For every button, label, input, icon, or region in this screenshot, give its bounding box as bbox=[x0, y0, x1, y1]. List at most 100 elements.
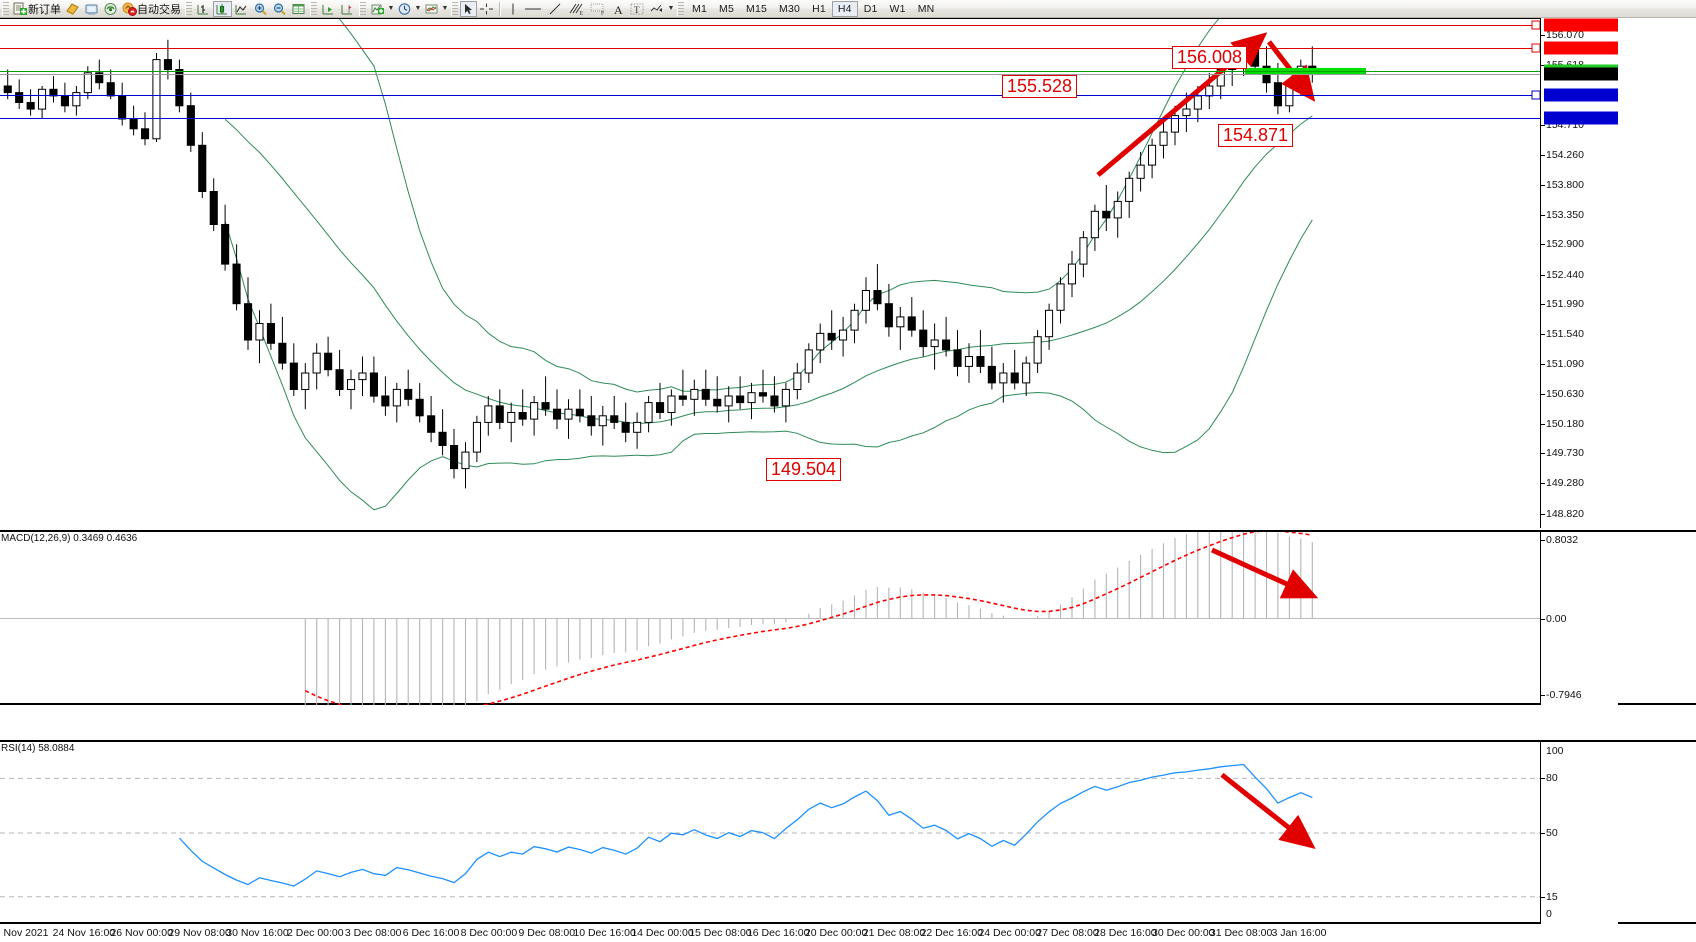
time-tick-label: 30 Nov 16:00 bbox=[226, 927, 289, 939]
fibonacci-icon: E bbox=[567, 2, 585, 16]
chevron-down-icon-3[interactable]: ▼ bbox=[441, 5, 449, 12]
shapes-icon bbox=[649, 2, 665, 16]
zoom-in-button[interactable] bbox=[251, 1, 270, 17]
time-tick-label: 27 Dec 08:00 bbox=[1036, 927, 1099, 939]
price-axis[interactable]: 148.820 149.280 149.730 150.180 150.630 151.0… bbox=[1540, 18, 1618, 528]
price-chart-pane[interactable]: 156.008 155.528 154.871 149.504 148.820 149.… bbox=[0, 18, 1696, 528]
timeframe-button-w1[interactable]: W1 bbox=[889, 2, 906, 15]
timeframe-button-mn[interactable]: MN bbox=[917, 2, 935, 15]
chevron-down-icon[interactable]: ▼ bbox=[387, 5, 395, 12]
fibonacci-tool-button[interactable]: E bbox=[565, 1, 587, 17]
rsi-tick-label: 15 bbox=[1546, 890, 1558, 903]
time-tick-label: 15 Dec 08:00 bbox=[689, 927, 752, 939]
time-tick-label: Nov 2021 bbox=[3, 927, 49, 939]
time-tick-label: 28 Dec 16:00 bbox=[1094, 927, 1157, 939]
text-label-tool-button[interactable]: T bbox=[627, 1, 647, 17]
price-tick-label: 151.540 bbox=[1546, 328, 1584, 340]
time-tick-label: 10 Dec 16:00 bbox=[573, 927, 636, 939]
macd-bearish-arrow bbox=[1210, 547, 1319, 599]
price-level-line[interactable] bbox=[0, 117, 1540, 119]
toolbar-grip[interactable] bbox=[2, 1, 9, 16]
svg-text:A: A bbox=[614, 3, 623, 16]
timeframe-button-h1[interactable]: H1 bbox=[812, 2, 826, 15]
axis-tickmark bbox=[1541, 363, 1545, 365]
price-tag[interactable] bbox=[1544, 88, 1618, 102]
terminal-button[interactable] bbox=[82, 1, 101, 17]
auto-scroll-icon bbox=[321, 2, 336, 16]
time-tick-label: 21 Dec 08:00 bbox=[862, 927, 926, 939]
label-tool-button[interactable]: F bbox=[587, 1, 609, 17]
timeframe-button-m30[interactable]: M30 bbox=[779, 2, 801, 15]
price-tag[interactable] bbox=[1544, 111, 1618, 125]
price-tag[interactable] bbox=[1544, 41, 1618, 55]
toolbar-grip-2[interactable] bbox=[185, 1, 192, 16]
time-tick-label: 3 Jan 16:00 bbox=[1271, 927, 1327, 939]
macd-pane[interactable]: MACD(12,26,9) 0.3469 0.4636 0.8032 0.00 -0… bbox=[0, 530, 1696, 705]
chevron-down-icon-4[interactable]: ▼ bbox=[667, 5, 675, 12]
price-annotation[interactable]: 156.008 bbox=[1172, 46, 1248, 69]
indicators-button[interactable] bbox=[368, 1, 387, 17]
toolbar-grip-3[interactable] bbox=[310, 1, 317, 16]
rsi-axis[interactable]: 100 80 50 15 0 bbox=[1540, 742, 1618, 924]
chart-shift-button[interactable] bbox=[338, 1, 357, 17]
rsi-bearish-arrow bbox=[1220, 772, 1316, 850]
zoom-out-icon bbox=[272, 2, 287, 16]
price-level-line[interactable] bbox=[0, 24, 1540, 26]
trendline-tool-button[interactable] bbox=[545, 1, 565, 17]
data-window-icon bbox=[291, 2, 306, 16]
toolbar-grip-6[interactable] bbox=[677, 1, 684, 16]
axis-tickmark bbox=[1541, 695, 1545, 696]
chevron-down-icon-2[interactable]: ▼ bbox=[414, 5, 422, 12]
crosshair-tool-button[interactable] bbox=[477, 1, 496, 17]
rsi-tick-label: 0 bbox=[1546, 908, 1552, 920]
price-annotation[interactable]: 154.871 bbox=[1218, 124, 1294, 147]
price-level-line[interactable] bbox=[0, 74, 1540, 76]
time-tick-label: 6 Dec 16:00 bbox=[402, 927, 460, 939]
vertical-line-tool-button[interactable] bbox=[504, 1, 521, 17]
price-tick-label: 151.990 bbox=[1546, 298, 1584, 311]
text-tool-button[interactable]: A bbox=[609, 1, 627, 17]
toolbar-grip-5[interactable] bbox=[451, 1, 458, 16]
new-order-button[interactable]: 新订单 bbox=[11, 1, 63, 17]
price-annotation[interactable]: 155.528 bbox=[1002, 75, 1078, 98]
timeframe-button-h4[interactable]: H4 bbox=[831, 0, 858, 17]
timeframe-button-m1[interactable]: M1 bbox=[692, 2, 707, 15]
price-annotation[interactable]: 149.504 bbox=[766, 458, 842, 481]
axis-tickmark bbox=[1541, 35, 1545, 37]
zoom-out-button[interactable] bbox=[270, 1, 289, 17]
line-chart-button[interactable] bbox=[232, 1, 251, 17]
signals-button[interactable] bbox=[101, 1, 120, 17]
price-tag[interactable] bbox=[1544, 67, 1618, 81]
horizontal-line-tool-button[interactable] bbox=[521, 1, 545, 17]
price-tag[interactable] bbox=[1544, 18, 1618, 32]
label-icon: F bbox=[589, 2, 607, 16]
period-button[interactable] bbox=[395, 1, 414, 17]
macd-axis[interactable]: 0.8032 0.00 -0.7946 bbox=[1540, 532, 1618, 705]
timeframe-button-d1[interactable]: D1 bbox=[863, 2, 878, 15]
price-tick-label: 150.180 bbox=[1546, 417, 1584, 430]
auto-scroll-button[interactable] bbox=[319, 1, 338, 17]
price-level-line[interactable] bbox=[0, 95, 1540, 97]
rsi-pane[interactable]: RSI(14) 58.0884 100 80 50 15 0 bbox=[0, 740, 1696, 924]
autotrading-button[interactable]: 自动交易 bbox=[120, 1, 183, 17]
bar-chart-button[interactable] bbox=[194, 1, 213, 17]
cursor-tool-button[interactable] bbox=[460, 0, 477, 17]
candlestick-chart-button[interactable] bbox=[213, 0, 232, 17]
timeframe-button-m5[interactable]: M5 bbox=[719, 2, 734, 15]
rsi-tick-label: 80 bbox=[1546, 772, 1558, 785]
metaeditor-button[interactable] bbox=[63, 1, 82, 17]
metaeditor-icon bbox=[65, 2, 80, 16]
time-tick-label: 16 Dec 16:00 bbox=[746, 927, 810, 939]
templates-button[interactable] bbox=[422, 1, 441, 17]
price-level-line[interactable] bbox=[0, 70, 1540, 72]
axis-tickmark bbox=[1541, 833, 1545, 834]
timeframe-button-m15[interactable]: M15 bbox=[746, 2, 768, 15]
toolbar-grip-4[interactable] bbox=[359, 1, 366, 16]
text-icon: A bbox=[611, 2, 625, 16]
shapes-tool-button[interactable] bbox=[647, 1, 667, 17]
price-level-line[interactable] bbox=[0, 48, 1540, 50]
new-order-label: 新订单 bbox=[28, 2, 61, 16]
data-window-button[interactable] bbox=[289, 1, 308, 17]
time-axis[interactable]: Nov 2021 24 Nov 16:00 26 Nov 00:00 29 Nov 0… bbox=[0, 926, 1696, 942]
main-toolbar: 新订单 bbox=[0, 0, 1696, 18]
